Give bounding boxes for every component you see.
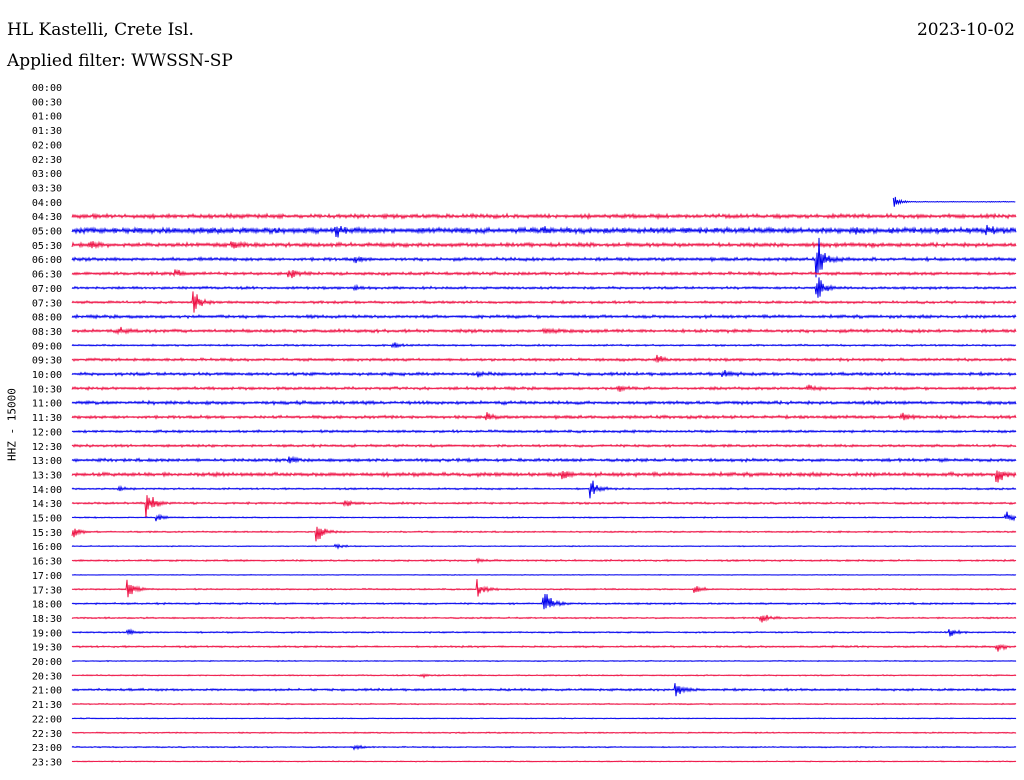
trace-1830 [71,614,1017,623]
time-tick-label: 21:30 [32,700,62,711]
trace-1100 [71,399,1017,406]
time-tick-label: 08:30 [32,327,62,338]
time-tick-label: 18:30 [32,614,62,625]
time-tick-label: 12:00 [32,427,62,438]
date-label: 2023-10-02 [916,20,1015,40]
trace-1930 [71,643,1017,652]
time-tick-label: 16:00 [32,542,62,553]
trace-1300 [71,455,1017,464]
trace-0700 [71,277,1017,298]
time-tick-label: 22:00 [32,714,62,725]
time-tick-label: 11:00 [32,399,62,410]
trace-0530 [71,240,1017,250]
time-tick-label: 14:30 [32,499,62,510]
trace-0900 [71,342,1017,349]
time-tick-label: 06:30 [32,270,62,281]
time-tick-label: 20:30 [32,671,62,682]
time-tick-label: 13:30 [32,470,62,481]
time-tick-label: 15:00 [32,514,62,525]
trace-1400 [71,480,1017,499]
trace-0800 [71,313,1017,320]
trace-2330 [71,760,1017,763]
trace-1230 [71,443,1017,449]
time-tick-label: 00:00 [32,83,62,94]
time-tick-label: 23:00 [32,743,62,754]
trace-1030 [71,384,1017,392]
time-tick-label: 02:00 [32,140,62,151]
trace-0830 [71,326,1017,336]
time-tick-label: 00:30 [32,97,62,108]
trace-1700 [71,573,1017,576]
station-title: HL Kastelli, Crete Isl. [7,20,194,40]
time-tick-label: 05:00 [32,227,62,238]
trace-0600 [71,237,1017,278]
trace-1130 [71,412,1017,421]
time-tick-label: 04:30 [32,212,62,223]
trace-2200 [71,717,1017,720]
time-tick-label: 14:00 [32,485,62,496]
time-tick-label: 01:00 [32,112,62,123]
trace-1730 [71,579,1017,598]
time-tick-label: 13:00 [32,456,62,467]
time-tick-label: 07:00 [32,284,62,295]
time-tick-label: 10:30 [32,384,62,395]
trace-1530 [71,526,1017,542]
time-tick-label: 17:30 [32,585,62,596]
trace-0730 [71,291,1017,313]
time-tick-label: 01:30 [32,126,62,137]
time-tick-label: 22:30 [32,729,62,740]
trace-1200 [71,428,1017,434]
trace-2300 [71,744,1017,751]
trace-2030 [71,673,1017,679]
trace-0500 [71,224,1017,238]
time-tick-label: 19:30 [32,643,62,654]
time-tick-label: 19:00 [32,628,62,639]
time-tick-label: 11:30 [32,413,62,424]
trace-0930 [71,354,1017,363]
time-tick-label: 23:30 [32,757,62,768]
time-tick-label: 08:00 [32,313,62,324]
trace-2000 [71,659,1017,663]
trace-0630 [71,268,1017,279]
time-tick-label: 12:30 [32,442,62,453]
time-tick-label: 06:00 [32,255,62,266]
time-tick-label: 03:00 [32,169,62,180]
trace-2130 [71,702,1017,706]
time-tick-label: 07:30 [32,298,62,309]
time-tick-label: 17:00 [32,571,62,582]
trace-0430 [71,212,1017,221]
time-tick-label: 04:00 [32,198,62,209]
time-tick-label: 15:30 [32,528,62,539]
filter-label: Applied filter: WWSSN-SP [7,51,233,71]
time-tick-label: 20:00 [32,657,62,668]
trace-1430 [71,495,1017,519]
trace-1000 [71,370,1017,378]
trace-2230 [71,731,1017,735]
time-tick-label: 09:30 [32,356,62,367]
trace-2100 [71,683,1017,697]
time-tick-label: 09:00 [32,341,62,352]
time-tick-label: 21:00 [32,686,62,697]
time-tick-label: 02:30 [32,155,62,166]
trace-1630 [71,557,1017,565]
trace-1500 [71,511,1017,522]
time-tick-label: 18:00 [32,600,62,611]
trace-1330 [71,470,1017,483]
time-tick-label: 10:00 [32,370,62,381]
time-tick-label: 03:30 [32,183,62,194]
trace-0400 [892,196,1016,207]
time-tick-label: 05:30 [32,241,62,252]
trace-1600 [71,543,1017,550]
trace-1800 [71,594,1017,610]
trace-1900 [71,628,1017,637]
time-tick-label: 16:30 [32,557,62,568]
